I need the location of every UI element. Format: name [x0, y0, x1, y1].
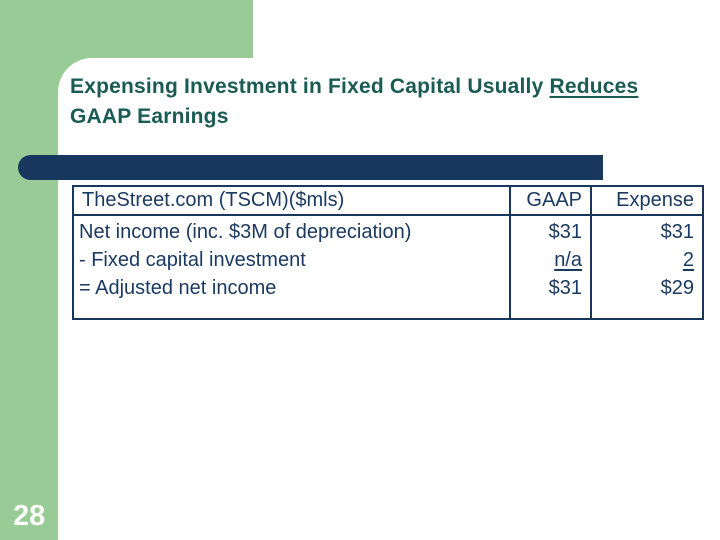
title-underlined-word: Reduces [549, 75, 639, 98]
financial-table: TheStreet.com (TSCM)($mls) GAAP Expense … [72, 185, 704, 320]
expense-underlined-value: 2 [682, 249, 694, 271]
accent-bar [18, 155, 603, 180]
gaap-value: $31 [509, 215, 591, 246]
table-header-row: TheStreet.com (TSCM)($mls) GAAP Expense [73, 186, 703, 216]
header-expense: Expense [590, 186, 703, 216]
gaap-underlined-value: n/a [554, 249, 582, 271]
table-row: = Adjusted net income $31 $29 [73, 274, 703, 319]
title-prefix: Expensing Investment in Fixed Capital Us… [70, 75, 550, 98]
gaap-value: n/a [509, 246, 591, 274]
expense-value: 2 [590, 246, 703, 274]
expense-value: $29 [590, 274, 703, 319]
title-line2: GAAP Earnings [70, 105, 229, 128]
row-label: Net income (inc. $3M of depreciation) [79, 221, 412, 243]
title-line1: Expensing Investment in Fixed Capital Us… [70, 72, 718, 102]
header-company: TheStreet.com (TSCM)($mls) [73, 186, 510, 216]
expense-value: $31 [590, 215, 703, 246]
header-gaap: GAAP [509, 186, 591, 216]
row-label: - Fixed capital investment [79, 249, 306, 271]
slide-title: Expensing Investment in Fixed Capital Us… [70, 72, 718, 132]
table-row: Net income (inc. $3M of depreciation) $3… [73, 215, 703, 246]
row-label: = Adjusted net income [79, 277, 277, 299]
green-sidebar-strip [0, 0, 58, 540]
table-row: - Fixed capital investment n/a 2 [73, 246, 703, 274]
page-number: 28 [13, 500, 46, 532]
gaap-value: $31 [509, 274, 591, 319]
